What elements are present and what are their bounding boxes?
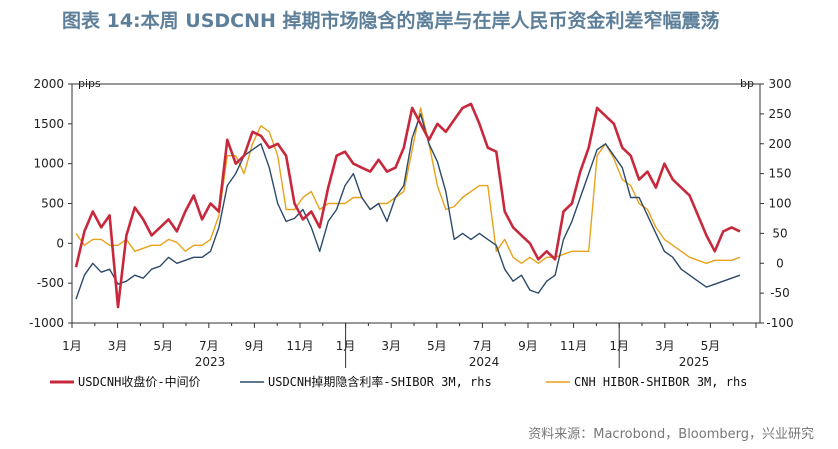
left-tick-label: 2000	[33, 77, 64, 91]
left-tick-label: -500	[37, 276, 64, 290]
series-line-3	[75, 107, 741, 264]
left-tick-label: 500	[41, 197, 64, 211]
right-tick-label: -100	[766, 316, 793, 330]
x-tick-label: 3月	[108, 339, 128, 353]
chart-title: 图表 14:本周 USDCNH 掉期市场隐含的离岸与在岸人民币资金利差窄幅震荡	[62, 10, 720, 32]
left-tick-label: 0	[56, 236, 64, 250]
series-line-2	[75, 113, 741, 300]
x-tick-label: 5月	[427, 339, 447, 353]
x-tick-label: 9月	[245, 339, 265, 353]
left-tick-label: -1000	[29, 316, 64, 330]
left-axis-unit: pips	[78, 77, 101, 90]
legend-label-2: USDCNH掉期隐含利率-SHIBOR 3M, rhs	[268, 374, 492, 389]
x-tick-label: 7月	[199, 339, 219, 353]
legend-label-3: CNH HIBOR-SHIBOR 3M, rhs	[574, 375, 747, 389]
x-tick-label: 3月	[655, 339, 675, 353]
x-tick-label: 1月	[62, 339, 82, 353]
x-year-label: 2024	[469, 355, 500, 369]
right-tick-label: 0	[776, 256, 784, 270]
right-tick-label: 50	[772, 226, 787, 240]
series-line-1	[74, 102, 741, 309]
left-tick-label: 1500	[33, 117, 64, 131]
x-tick-label: 9月	[518, 339, 538, 353]
right-tick-label: -50	[770, 286, 790, 300]
right-tick-label: 200	[769, 137, 792, 151]
x-year-label: 2025	[679, 355, 710, 369]
plot-frame	[71, 83, 761, 324]
x-tick-label: 3月	[381, 339, 401, 353]
x-year-label: 2023	[195, 355, 226, 369]
right-tick-label: 250	[769, 107, 792, 121]
right-tick-label: 150	[769, 167, 792, 181]
right-tick-label: 300	[769, 77, 792, 91]
series-lines	[74, 102, 741, 309]
source-note: 资料来源：Macrobond，Bloomberg，兴业研究	[528, 427, 814, 442]
x-tick-label: 11月	[560, 339, 587, 353]
chart-legend: USDCNH收盘价-中间价 USDCNH掉期隐含利率-SHIBOR 3M, rhs…	[50, 374, 747, 389]
x-tick-label: 5月	[153, 339, 173, 353]
left-tick-label: 1000	[33, 157, 64, 171]
x-tick-label: 7月	[473, 339, 493, 353]
x-tick-label: 5月	[701, 339, 721, 353]
legend-label-1: USDCNH收盘价-中间价	[78, 374, 201, 389]
right-tick-label: 100	[769, 197, 792, 211]
right-axis-ticks: 300 250 200 150 100 50 0 -50 -100 bp	[740, 77, 794, 330]
plot-border	[71, 83, 761, 324]
left-axis-ticks: 2000 1500 1000 500 0 -500 -1000 pips	[29, 77, 101, 330]
x-tick-label: 11月	[286, 339, 313, 353]
right-axis-unit: bp	[740, 77, 754, 90]
